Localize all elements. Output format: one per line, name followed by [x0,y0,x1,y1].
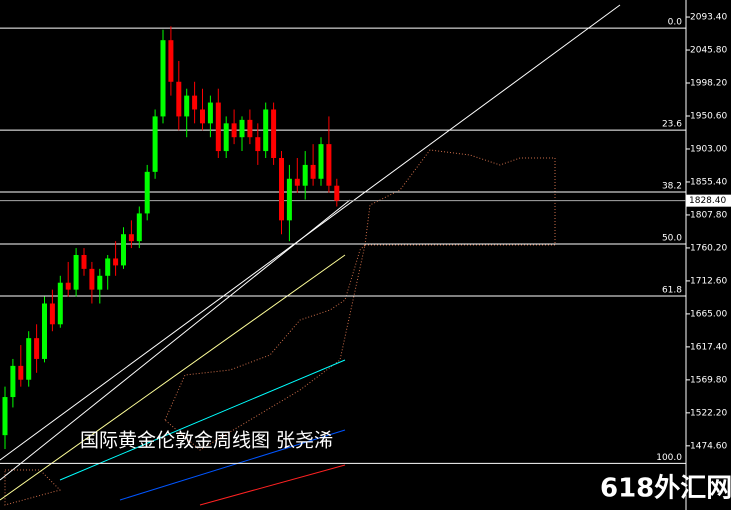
candle-body [286,178,292,221]
candle-body [160,40,166,117]
candle-body [334,185,340,201]
y-tick-label: 1998.20 [690,79,727,89]
y-tick-label: 1665.00 [690,309,727,319]
candle-body [239,119,245,138]
candle-body [192,95,198,110]
candle-body [207,102,213,124]
y-tick-label: 2045.80 [690,46,727,56]
fib-label: 61.8 [662,286,682,296]
candle-body [294,178,300,186]
fib-label: 23.6 [662,120,682,130]
candle-body [263,109,269,152]
candle-body [113,258,119,266]
candle-body [152,116,158,172]
candle-body [121,234,126,266]
candle-body [57,282,63,325]
y-tick-label: 1617.40 [690,342,727,352]
candle-body [73,255,79,290]
candle-body [26,338,32,380]
fib-label: 50.0 [662,234,682,244]
candle-body [97,275,103,290]
y-tick-label: 1950.60 [690,111,727,121]
y-tick-label: 1855.40 [690,177,727,187]
candle-body [128,234,134,242]
fib-label: 0.0 [668,18,683,28]
annotation: 国际黄金伦敦金周线图 张尧浠 [80,430,333,452]
y-tick-label: 1522.20 [690,408,727,418]
last-price-label: 1828.40 [689,196,726,206]
candle-body [302,164,308,186]
y-tick-label: 2093.40 [690,13,727,23]
candle-body [136,213,142,242]
candle-body [184,95,190,117]
candle-body [200,109,205,124]
candle-body [144,171,150,214]
candle-body [279,157,284,221]
candle-body [81,255,87,269]
fib-label: 38.2 [662,182,682,192]
y-tick-label: 1569.80 [690,375,727,385]
fib-label: 100.0 [656,453,682,463]
candle-body [255,137,261,152]
candle-body [105,258,111,276]
ichimoku-cloud [4,149,556,506]
candle-body [89,268,95,290]
candle-body [215,102,221,152]
trend-lines [0,4,621,506]
candle-body [42,303,47,359]
candle-body [65,282,71,290]
candle-body [49,303,55,325]
watermark: 618外汇网 [600,474,731,504]
candle-body [318,144,324,179]
candle-body [176,81,182,117]
y-tick-label: 1474.60 [690,441,727,451]
candle-body [247,119,253,138]
y-tick-label: 1807.80 [690,210,727,220]
candle-body [34,338,40,359]
candle-body [18,365,24,380]
y-tick-label: 1760.20 [690,243,727,253]
last-price-box [686,194,731,207]
y-tick-label: 1712.60 [690,276,727,286]
y-tick-label: 1903.00 [690,144,727,154]
candle-body [168,40,174,82]
candle-body [2,397,8,436]
candle-body [271,109,277,158]
candle-body [223,123,229,152]
candle-body [231,123,237,138]
candle-body [326,144,332,186]
candle-body [10,365,16,398]
candle-body [310,164,316,179]
